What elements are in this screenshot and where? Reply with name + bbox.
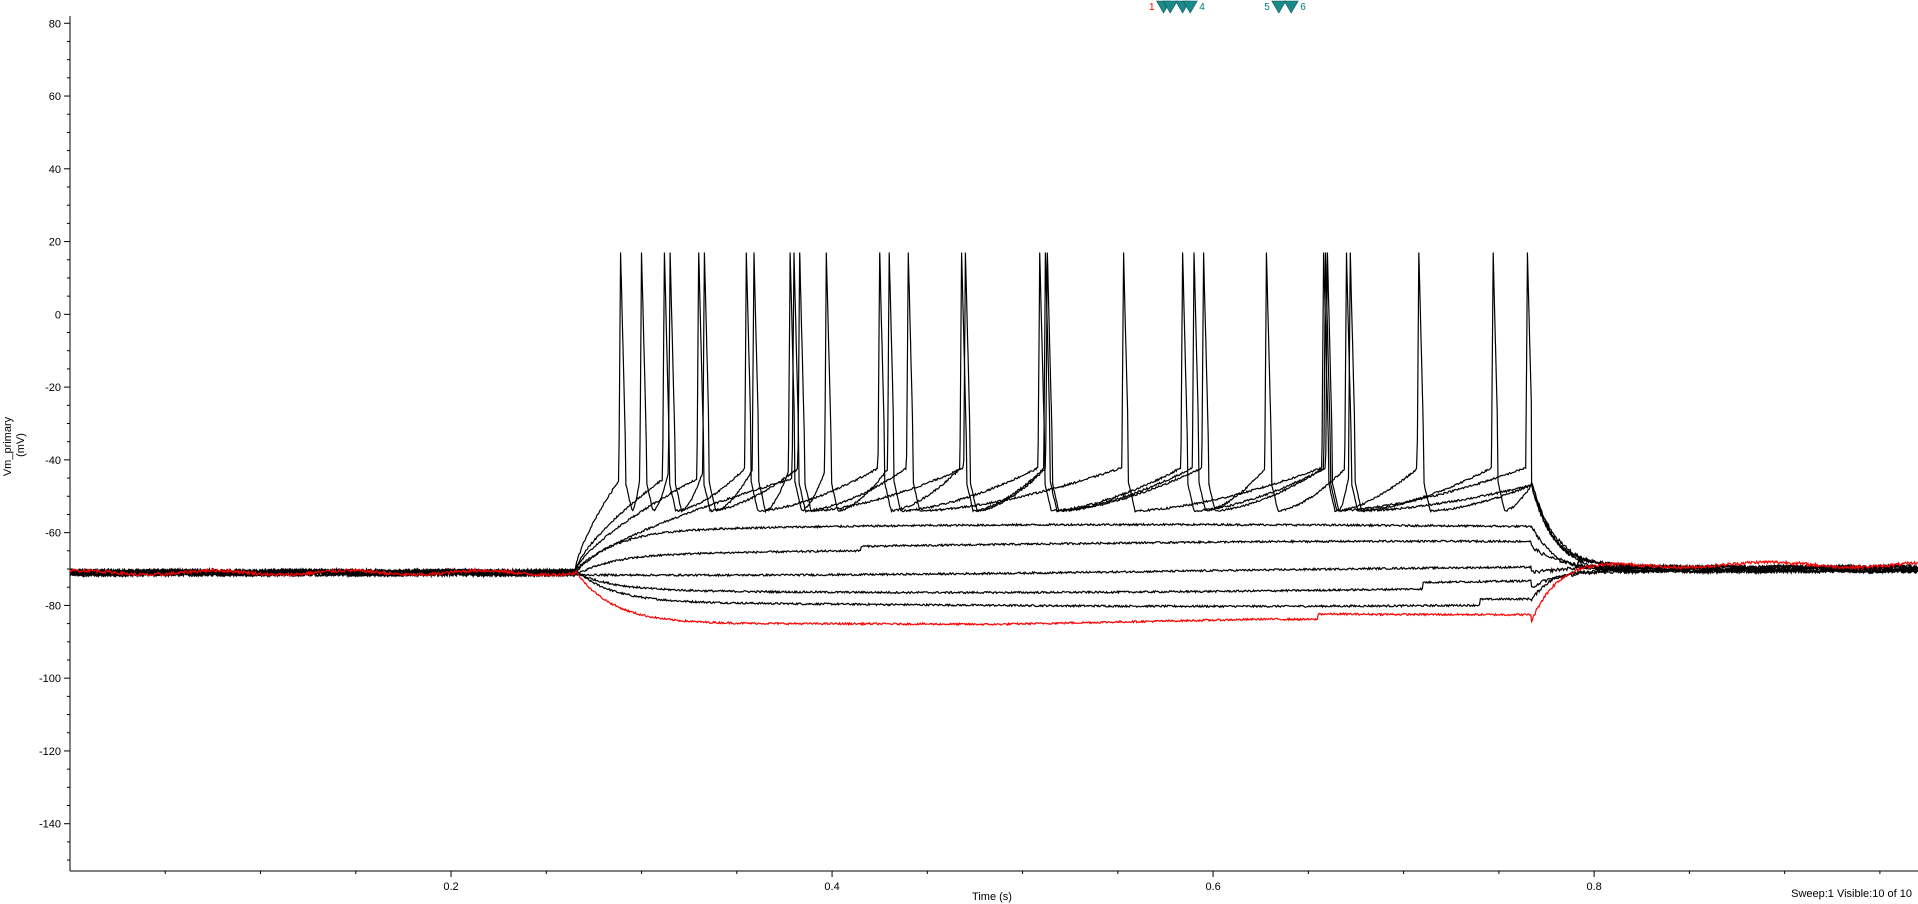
cursors[interactable]: 1 4 5 6 bbox=[1149, 0, 1306, 14]
y-tick-label: -120 bbox=[39, 746, 61, 758]
y-tick-label: 0 bbox=[55, 309, 61, 321]
x-tick-label: 0.6 bbox=[1205, 881, 1220, 893]
y-tick-label: -80 bbox=[45, 600, 61, 612]
sweep-trace-8 bbox=[69, 252, 1918, 579]
y-tick-label: -100 bbox=[39, 673, 61, 685]
status-bar-text: Sweep:1 Visible:10 of 10 bbox=[1791, 888, 1912, 900]
y-axis-title-line1: Vm_primary bbox=[2, 416, 14, 476]
cursor-label-5: 5 bbox=[1264, 2, 1270, 13]
traces bbox=[69, 252, 1918, 627]
sweep-trace-6 bbox=[69, 522, 1918, 579]
cursor-label-1: 1 bbox=[1149, 2, 1155, 13]
y-tick-label: -60 bbox=[45, 528, 61, 540]
sweep-trace-7 bbox=[69, 252, 1918, 578]
cursor-marker-4[interactable] bbox=[1182, 0, 1198, 14]
y-axis-title: Vm_primary (mV) bbox=[2, 414, 27, 476]
cursor-label-4: 4 bbox=[1199, 2, 1205, 13]
y-tick-label: 20 bbox=[49, 237, 61, 249]
sweep-trace-9 bbox=[69, 252, 1918, 578]
x-axis-title: Time (s) bbox=[972, 891, 1012, 903]
y-tick-label: 60 bbox=[49, 91, 61, 103]
axes: 80 60 40 20 0 -20 -40 -60 -80 -100 -120 -140 0.2 0.4 0… bbox=[39, 16, 1918, 893]
y-tick-label: -20 bbox=[45, 382, 61, 394]
sweep-trace-1 bbox=[69, 559, 1918, 627]
y-axis-title-line2: (mV) bbox=[15, 433, 27, 457]
cursor-marker-5[interactable] bbox=[1271, 0, 1287, 14]
y-tick-label: -40 bbox=[45, 455, 61, 467]
cursor-marker-2[interactable] bbox=[1162, 0, 1178, 14]
sweep-trace-10 bbox=[69, 252, 1918, 578]
y-tick-label: 80 bbox=[49, 18, 61, 30]
cursor-label-6: 6 bbox=[1300, 2, 1306, 13]
y-tick-label: 40 bbox=[49, 164, 61, 176]
cursor-marker-6[interactable] bbox=[1283, 0, 1299, 14]
x-tick-label: 0.2 bbox=[443, 881, 458, 893]
x-tick-label: 0.8 bbox=[1586, 881, 1601, 893]
x-tick-label: 0.4 bbox=[824, 881, 839, 893]
y-tick-label: -140 bbox=[39, 819, 61, 831]
